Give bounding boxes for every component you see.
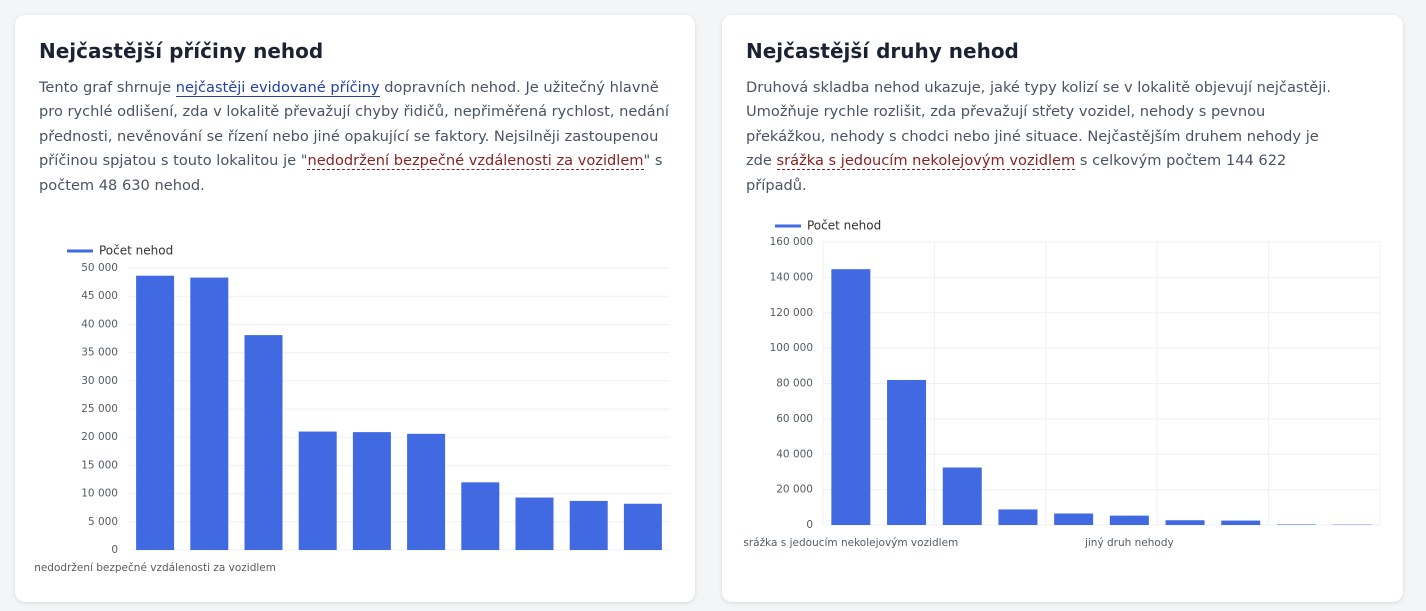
bar bbox=[136, 275, 175, 550]
text: Tento graf shrnuje bbox=[39, 79, 176, 96]
bar bbox=[1054, 513, 1094, 525]
y-tick-label: 25 000 bbox=[81, 403, 118, 415]
x-tick-label: srážka s jedoucím nekolejovým vozidlem bbox=[743, 537, 958, 549]
bar bbox=[1165, 520, 1205, 525]
description: Tento graf shrnuje nejčastěji evidované … bbox=[39, 76, 679, 198]
description: Druhová skladba nehod ukazuje, jaké typy… bbox=[746, 76, 1346, 198]
bar bbox=[1221, 520, 1261, 525]
y-tick-label: 5 000 bbox=[88, 516, 118, 528]
x-tick-label: nedodržení bezpečné vzdálenosti za vozid… bbox=[34, 562, 276, 574]
card-title: Nejčastější příčiny nehod bbox=[39, 39, 324, 63]
text: " s počtem 48 630 nehod. bbox=[39, 152, 663, 194]
bar bbox=[569, 500, 608, 550]
y-tick-label: 10 000 bbox=[81, 488, 118, 500]
legend-label: Počet nehod bbox=[807, 219, 881, 233]
text: Druhová skladba nehod ukazuje, jaké typy… bbox=[746, 79, 1331, 170]
y-tick-label: 30 000 bbox=[81, 375, 118, 387]
link[interactable]: nejčastěji evidované příčiny bbox=[175, 79, 380, 97]
y-tick-label: 20 000 bbox=[81, 431, 118, 443]
bar bbox=[298, 431, 337, 550]
y-tick-label: 40 000 bbox=[776, 448, 813, 460]
y-tick-label: 20 000 bbox=[776, 484, 813, 496]
y-tick-label: 160 000 bbox=[770, 236, 813, 248]
bar bbox=[515, 497, 554, 550]
bar bbox=[352, 432, 391, 550]
y-tick-label: 140 000 bbox=[770, 271, 813, 283]
y-tick-label: 60 000 bbox=[776, 413, 813, 425]
text: dopravních nehod. Je užitečný hlavně pro… bbox=[39, 79, 669, 170]
bar bbox=[407, 433, 446, 550]
legend-label: Počet nehod bbox=[99, 244, 173, 258]
bar bbox=[942, 467, 982, 525]
y-tick-label: 15 000 bbox=[81, 459, 118, 471]
y-tick-label: 80 000 bbox=[776, 378, 813, 390]
bar bbox=[461, 482, 500, 550]
y-tick-label: 45 000 bbox=[81, 290, 118, 302]
highlight[interactable]: nedodržení bezpečné vzdálenosti za vozid… bbox=[307, 152, 644, 171]
bar bbox=[998, 509, 1038, 525]
bar bbox=[244, 335, 283, 550]
y-tick-label: 50 000 bbox=[81, 262, 118, 274]
bar bbox=[1276, 524, 1316, 525]
x-tick-label: jiný druh nehody bbox=[1084, 537, 1174, 549]
card-title: Nejčastější druhy nehod bbox=[746, 39, 1019, 63]
text: s celkovým počtem 144 622 případů. bbox=[746, 152, 1287, 194]
y-tick-label: 100 000 bbox=[770, 342, 813, 354]
y-tick-label: 0 bbox=[111, 544, 118, 556]
bar bbox=[1109, 515, 1149, 525]
bar bbox=[831, 269, 871, 525]
y-tick-label: 35 000 bbox=[81, 347, 118, 359]
highlight[interactable]: srážka s jedoucím nekolejovým vozidlem bbox=[776, 152, 1076, 171]
bar bbox=[190, 277, 229, 550]
y-tick-label: 40 000 bbox=[81, 318, 118, 330]
bar bbox=[887, 379, 927, 525]
bar bbox=[623, 503, 662, 550]
y-tick-label: 0 bbox=[806, 519, 813, 531]
y-tick-label: 120 000 bbox=[770, 307, 813, 319]
